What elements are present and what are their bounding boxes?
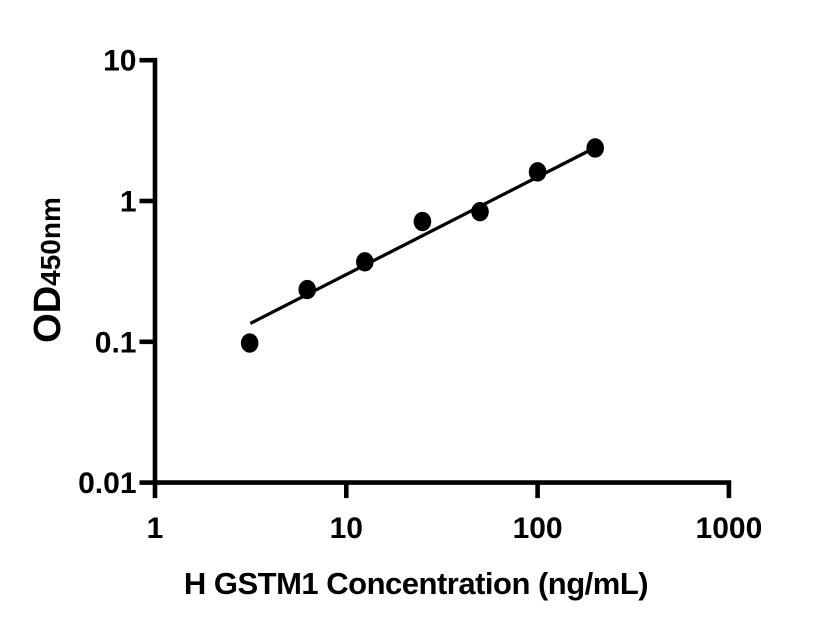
x-tick-label-100: 100 [513, 512, 563, 545]
data-point-x6.25 [298, 279, 317, 300]
x-tick-label-10: 10 [330, 512, 363, 545]
data-layer [240, 138, 604, 353]
data-point-x50 [471, 201, 489, 222]
y-tick-label-10: 10 [103, 45, 136, 78]
x-tick-label-1000: 1000 [696, 512, 763, 545]
data-point-x25 [413, 211, 432, 232]
y-tick-label-0.1: 0.1 [95, 326, 137, 359]
data-point-x100 [528, 162, 547, 182]
data-point-x12.5 [356, 252, 374, 272]
x-tick-label-1: 1 [147, 512, 164, 545]
data-point-x200 [586, 138, 604, 158]
y-tick-label-1: 1 [120, 186, 137, 219]
y-axis-title-sub: 450nm [35, 197, 66, 286]
y-axis-title-main: OD [27, 286, 69, 343]
y-tick-label-0.01: 0.01 [78, 467, 136, 500]
axes-layer: 10 1 0.1 0.01 1 10 100 1000 [78, 45, 762, 545]
y-axis-title: OD450nm [27, 197, 69, 343]
x-axis-title: H GSTM1 Concentration (ng/mL) [184, 566, 648, 601]
data-point-x3.125 [240, 333, 259, 353]
